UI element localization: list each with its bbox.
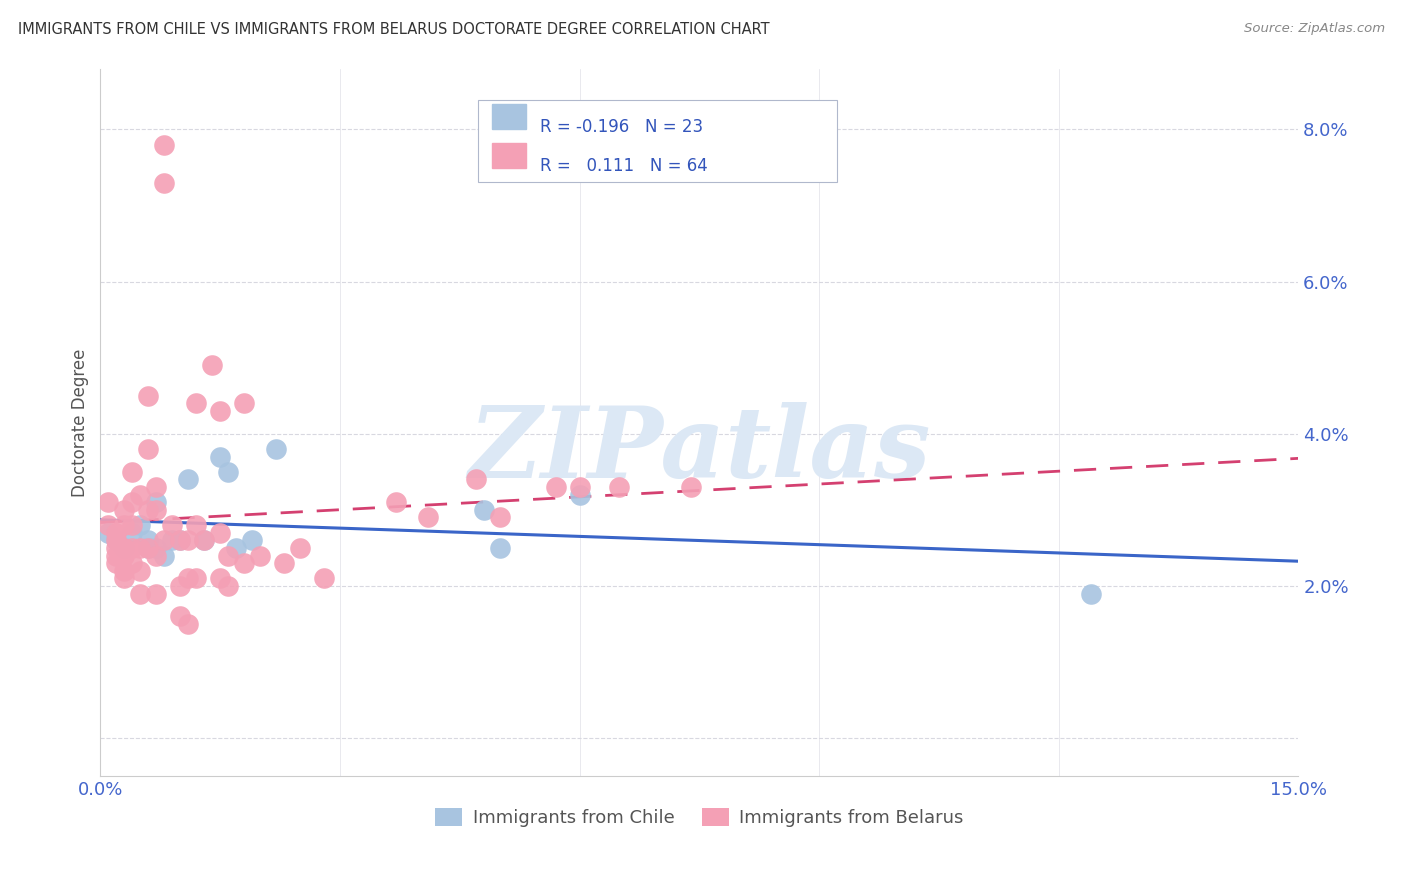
Point bbox=[112, 571, 135, 585]
Point bbox=[177, 617, 200, 632]
Point bbox=[416, 510, 439, 524]
Point bbox=[136, 541, 159, 555]
Point bbox=[201, 359, 224, 373]
Point bbox=[112, 549, 135, 563]
Text: Source: ZipAtlas.com: Source: ZipAtlas.com bbox=[1244, 22, 1385, 36]
Point bbox=[217, 549, 239, 563]
Text: IMMIGRANTS FROM CHILE VS IMMIGRANTS FROM BELARUS DOCTORATE DEGREE CORRELATION CH: IMMIGRANTS FROM CHILE VS IMMIGRANTS FROM… bbox=[18, 22, 770, 37]
Point bbox=[145, 495, 167, 509]
Point bbox=[225, 541, 247, 555]
Point bbox=[129, 541, 152, 555]
Point bbox=[129, 518, 152, 533]
Point bbox=[121, 525, 143, 540]
Point bbox=[97, 518, 120, 533]
Point bbox=[129, 488, 152, 502]
Text: R = -0.196   N = 23: R = -0.196 N = 23 bbox=[540, 119, 703, 136]
Point bbox=[121, 556, 143, 570]
Point bbox=[273, 556, 295, 570]
Point bbox=[217, 465, 239, 479]
Point bbox=[464, 472, 486, 486]
Point bbox=[97, 525, 120, 540]
Point bbox=[169, 579, 191, 593]
Point bbox=[1080, 586, 1102, 600]
Point bbox=[112, 541, 135, 555]
Point bbox=[112, 564, 135, 578]
Point bbox=[136, 389, 159, 403]
Point bbox=[681, 480, 703, 494]
Point bbox=[105, 525, 128, 540]
Point bbox=[177, 533, 200, 548]
Point bbox=[385, 495, 408, 509]
Point bbox=[177, 472, 200, 486]
Point bbox=[129, 586, 152, 600]
Point bbox=[568, 488, 591, 502]
Point bbox=[136, 503, 159, 517]
Point bbox=[136, 533, 159, 548]
Point bbox=[105, 556, 128, 570]
Point bbox=[217, 579, 239, 593]
Point bbox=[240, 533, 263, 548]
Point bbox=[121, 465, 143, 479]
Point bbox=[105, 541, 128, 555]
Point bbox=[121, 495, 143, 509]
Point bbox=[121, 518, 143, 533]
Point bbox=[112, 541, 135, 555]
Point bbox=[160, 518, 183, 533]
FancyBboxPatch shape bbox=[478, 101, 837, 182]
Point bbox=[186, 396, 208, 410]
Point bbox=[488, 510, 510, 524]
Point bbox=[209, 404, 232, 418]
Point bbox=[145, 586, 167, 600]
Legend: Immigrants from Chile, Immigrants from Belarus: Immigrants from Chile, Immigrants from B… bbox=[427, 801, 972, 834]
Point bbox=[233, 556, 256, 570]
Bar bbox=[492, 104, 526, 129]
Point bbox=[145, 503, 167, 517]
Point bbox=[609, 480, 631, 494]
Point bbox=[105, 533, 128, 548]
Text: ZIPatlas: ZIPatlas bbox=[468, 402, 931, 499]
Point bbox=[121, 541, 143, 555]
Point bbox=[209, 571, 232, 585]
Point bbox=[488, 541, 510, 555]
Point bbox=[568, 480, 591, 494]
Point bbox=[544, 480, 567, 494]
Point bbox=[177, 571, 200, 585]
Point bbox=[472, 503, 495, 517]
Point bbox=[145, 480, 167, 494]
Point bbox=[186, 518, 208, 533]
Point bbox=[193, 533, 215, 548]
Text: R =   0.111   N = 64: R = 0.111 N = 64 bbox=[540, 157, 707, 175]
Point bbox=[186, 571, 208, 585]
Point bbox=[169, 609, 191, 624]
Y-axis label: Doctorate Degree: Doctorate Degree bbox=[72, 348, 89, 497]
Point bbox=[169, 533, 191, 548]
Point bbox=[288, 541, 311, 555]
Point bbox=[153, 137, 176, 152]
Point bbox=[169, 533, 191, 548]
Point bbox=[129, 564, 152, 578]
Point bbox=[264, 442, 287, 456]
Point bbox=[153, 549, 176, 563]
Point bbox=[209, 450, 232, 464]
Point bbox=[145, 549, 167, 563]
Point bbox=[112, 518, 135, 533]
Point bbox=[105, 533, 128, 548]
Point bbox=[136, 541, 159, 555]
Point bbox=[112, 503, 135, 517]
Point bbox=[153, 176, 176, 190]
Bar bbox=[492, 143, 526, 169]
Point bbox=[209, 525, 232, 540]
Point bbox=[233, 396, 256, 410]
Point bbox=[193, 533, 215, 548]
Point bbox=[249, 549, 271, 563]
Point bbox=[312, 571, 335, 585]
Point bbox=[145, 541, 167, 555]
Point bbox=[160, 533, 183, 548]
Point bbox=[105, 549, 128, 563]
Point bbox=[136, 442, 159, 456]
Point bbox=[153, 533, 176, 548]
Point bbox=[97, 495, 120, 509]
